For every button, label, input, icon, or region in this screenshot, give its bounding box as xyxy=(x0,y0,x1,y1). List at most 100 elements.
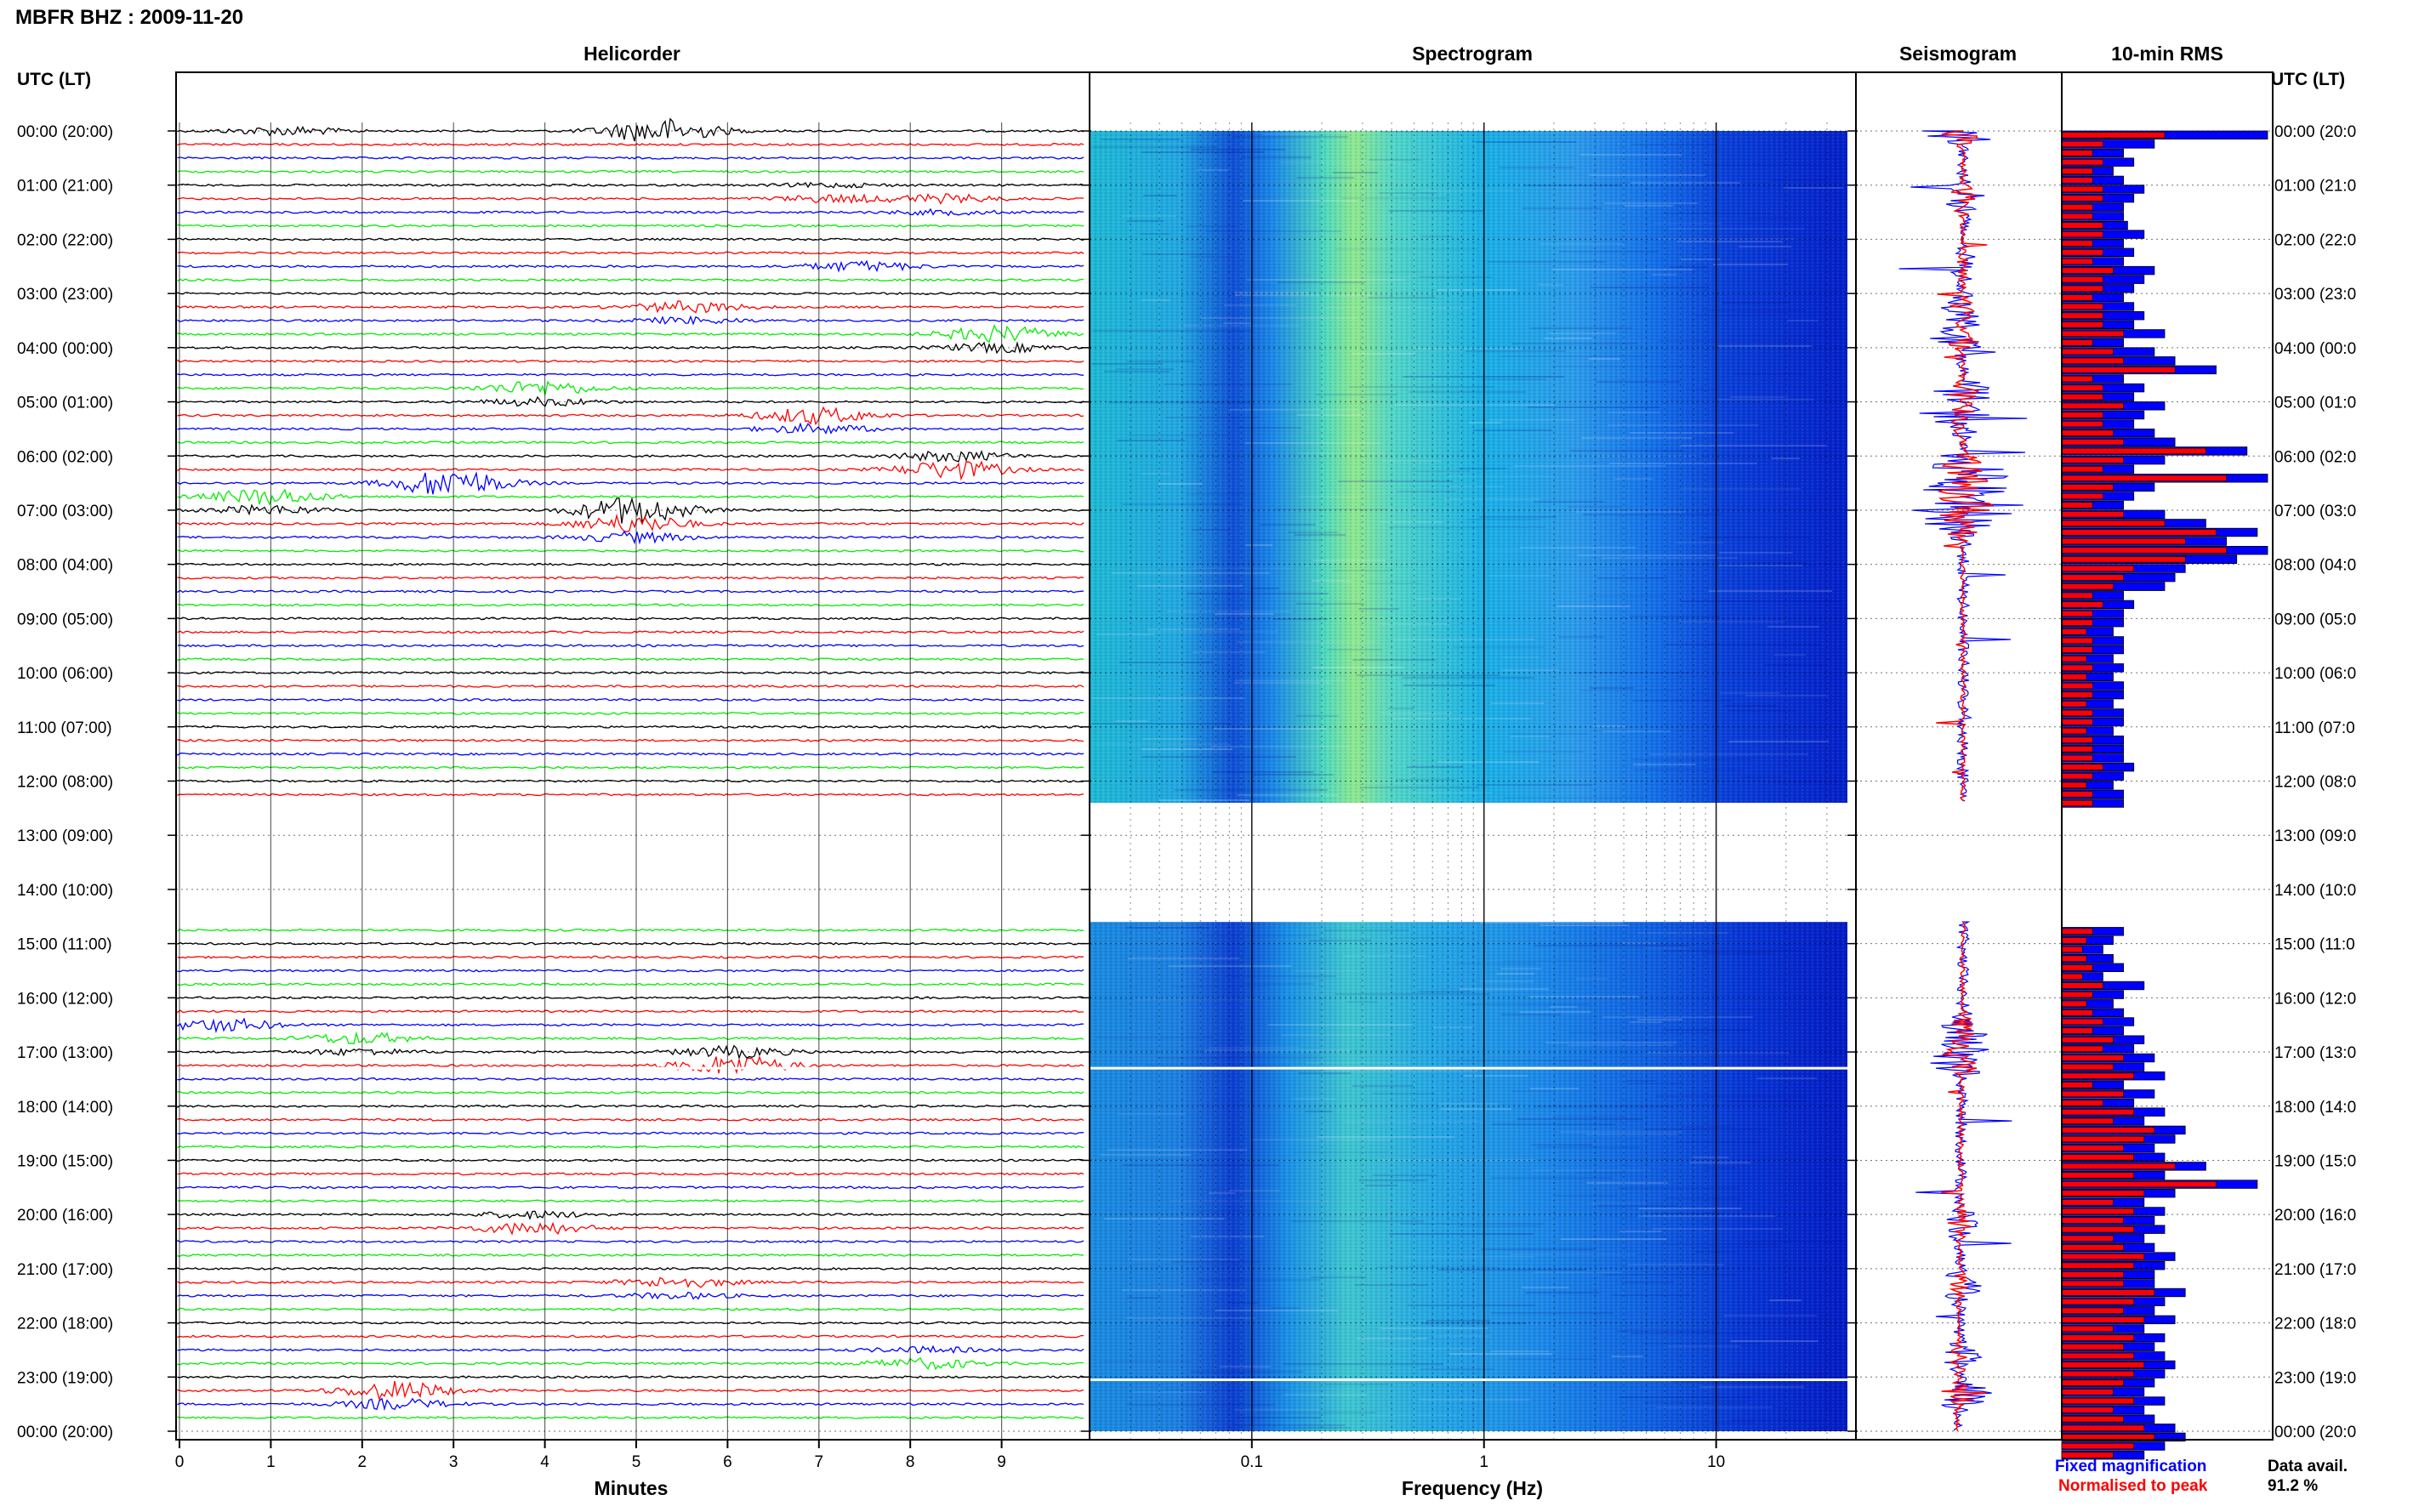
minute-tick-label: 5 xyxy=(632,1453,641,1471)
rms-bar-normalised xyxy=(2061,973,2083,980)
rms-bar-normalised xyxy=(2061,1407,2114,1413)
rms-bar-normalised xyxy=(2061,339,2093,346)
helicorder-trace xyxy=(177,530,1084,545)
helicorder-trace xyxy=(177,323,1084,343)
spectrogram-texture xyxy=(1090,922,1847,1431)
rms-bar-normalised xyxy=(2061,1416,2124,1423)
helicorder-trace xyxy=(177,441,1084,445)
rms-bar-normalised xyxy=(2061,230,2103,238)
rms-bar-normalised xyxy=(2061,799,2093,807)
frequency-tick-label: 0.1 xyxy=(1241,1453,1263,1471)
rms-bar-normalised xyxy=(2061,674,2087,680)
helicorder-trace xyxy=(177,1291,1084,1300)
helicorder-trace xyxy=(177,562,1084,566)
rms-bar-normalised xyxy=(2061,709,2093,716)
helicorder-trace xyxy=(177,471,1084,495)
rms-bar-normalised xyxy=(2061,1452,2114,1458)
left-time-label: 08:00 (04:00) xyxy=(17,557,113,575)
helicorder-trace xyxy=(177,657,1084,662)
rms-bar-normalised xyxy=(2061,1280,2124,1287)
left-time-label: 10:00 (06:00) xyxy=(17,665,113,683)
right-time-label: 19:00 (15:0 xyxy=(2274,1152,2356,1170)
panel-frame xyxy=(175,71,1090,1441)
rms-bar-normalised xyxy=(2061,565,2134,572)
helicorder-trace xyxy=(177,711,1084,715)
rms-bar-normalised xyxy=(2061,701,2087,708)
helicorder-trace xyxy=(177,117,1084,142)
rms-bar-normalised xyxy=(2061,447,2206,454)
rms-bar-normalised xyxy=(2061,764,2103,770)
rms-bar-normalised xyxy=(2061,213,2093,220)
minute-tick-label: 6 xyxy=(723,1453,732,1471)
helicorder-trace xyxy=(177,278,1084,282)
hour-grid: 0 1 2 3 4 5 6 7 8 9 xyxy=(175,122,2273,1471)
seismogram-title: Seismogram xyxy=(1899,43,2017,65)
rms-bar-normalised xyxy=(2061,547,2227,554)
minute-tick-label: 1 xyxy=(266,1453,276,1471)
helicorder-trace xyxy=(177,1009,1084,1014)
rms-bar-normalised xyxy=(2061,492,2103,500)
helicorder-trace xyxy=(177,549,1084,553)
minute-tick-label: 8 xyxy=(906,1453,915,1471)
rms-bar-normalised xyxy=(2061,1299,2134,1305)
seismogram-fixed-trace xyxy=(1915,921,2012,1431)
right-time-label: 06:00 (02:0 xyxy=(2274,448,2356,466)
left-time-label: 11:00 (07:00) xyxy=(17,719,112,737)
rms-bar-normalised xyxy=(2061,1181,2217,1188)
rms-bar-normalised xyxy=(2061,1289,2155,1296)
rms-bar-normalised xyxy=(2061,204,2093,211)
rms-bar-normalised xyxy=(2061,1135,2145,1143)
rms-bar-normalised xyxy=(2061,475,2227,481)
left-time-label: 18:00 (14:00) xyxy=(17,1099,113,1117)
helicorder-trace xyxy=(177,359,1084,363)
rms-bar-normalised xyxy=(2061,132,2166,139)
right-time-label: 00:00 (20:0 xyxy=(2274,1424,2356,1441)
rms-bar-normalised xyxy=(2061,439,2124,446)
helicorder-title: Helicorder xyxy=(583,43,680,65)
left-time-label: 12:00 (08:00) xyxy=(17,774,113,792)
spectrogram-panel: 0.1 1 10 xyxy=(1089,122,1857,1471)
left-time-label: 07:00 (03:00) xyxy=(17,503,113,520)
rms-bar-normalised xyxy=(2061,691,2093,698)
rms-bar-normalised xyxy=(2061,1172,2134,1179)
rms-bar-normalised xyxy=(2061,1397,2134,1405)
right-time-label: 07:00 (03:0 xyxy=(2274,503,2356,520)
rms-bar-normalised xyxy=(2061,537,2186,545)
helicorder-trace xyxy=(177,497,1084,524)
rms-bar-normalised xyxy=(2061,367,2176,373)
rms-bar-normalised xyxy=(2061,1334,2134,1341)
rms-bar-normalised xyxy=(2061,312,2103,319)
rms-bar-normalised xyxy=(2061,1344,2124,1350)
spectrogram-title: Spectrogram xyxy=(1412,43,1533,65)
helicorder-trace xyxy=(177,793,1084,797)
rms-bar-normalised xyxy=(2061,1361,2145,1368)
rms-bar-normalised xyxy=(2061,330,2124,338)
right-time-label: 16:00 (12:0 xyxy=(2274,990,2356,1008)
rms-bar-normalised xyxy=(2061,1109,2134,1116)
left-time-label: 21:00 (17:00) xyxy=(17,1261,113,1279)
helicorder-trace xyxy=(177,955,1084,959)
left-axis-header: UTC (LT) xyxy=(17,70,91,89)
frequency-tick-label: 1 xyxy=(1479,1453,1488,1471)
right-time-label: 15:00 (11:0 xyxy=(2274,936,2355,954)
rms-bar-normalised xyxy=(2061,637,2093,644)
rms-bar-normalised xyxy=(2061,628,2087,635)
left-time-label: 00:00 (20:00) xyxy=(17,123,113,141)
left-time-label: 13:00 (09:00) xyxy=(17,827,113,845)
helicorder-trace xyxy=(177,576,1084,580)
minute-tick-label: 3 xyxy=(449,1453,458,1471)
time-labels: 00:00 (20:00) 00:00 (20:0 01:00 (21:00) 01:… xyxy=(17,123,2356,1441)
seismogram-panel xyxy=(1898,130,2028,1431)
right-time-label: 01:00 (21:0 xyxy=(2274,178,2356,196)
rms-bar-normalised xyxy=(2061,1253,2145,1260)
helicorder-trace xyxy=(177,1253,1084,1257)
left-time-label: 17:00 (13:00) xyxy=(17,1044,113,1062)
left-time-label: 14:00 (10:00) xyxy=(17,882,113,900)
rms-bar-normalised xyxy=(2061,574,2124,581)
seismogram-normalised-trace xyxy=(1941,921,1987,1431)
helicorder-trace xyxy=(177,630,1084,634)
minute-tick-label: 2 xyxy=(358,1453,367,1471)
rms-bar-normalised xyxy=(2061,1145,2124,1151)
left-time-label: 20:00 (16:00) xyxy=(17,1207,113,1225)
rms-bar-normalised xyxy=(2061,619,2093,626)
